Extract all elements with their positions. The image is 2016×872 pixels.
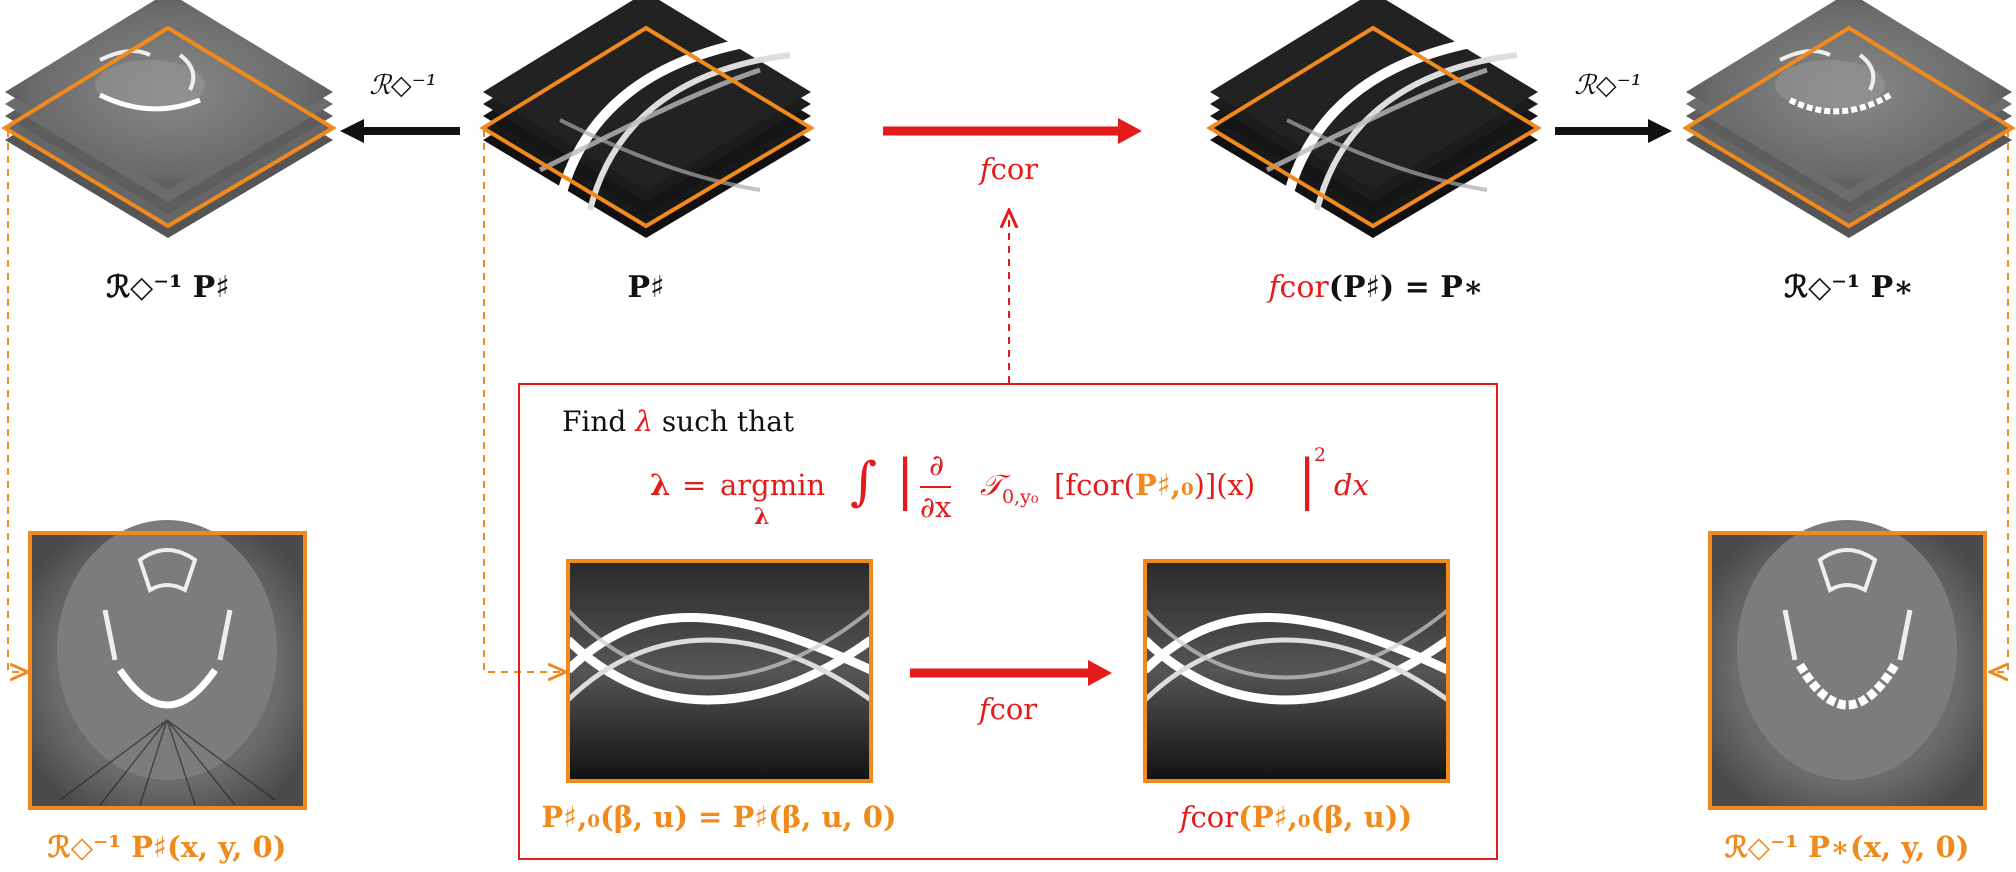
- recon-corrected-stack: [1682, 0, 2016, 238]
- arrow-inverse-left: [340, 119, 460, 143]
- ct-slice-artifact: [28, 520, 307, 810]
- label-sinogram-slice-right: fcor(P♯,₀(β, u)): [1179, 800, 1413, 834]
- dashed-link-right-slice: [1990, 130, 2009, 672]
- label-recon-artifact: ℛ◇⁻¹ P♯: [106, 270, 230, 305]
- label-ct-slice-corrected: ℛ◇⁻¹ P∗(x, y, 0): [1724, 830, 1970, 864]
- arrow-fcor-mid: [910, 660, 1112, 686]
- recon-artifact-stack: [1, 0, 337, 238]
- label-sinogram-slice-left: P♯,₀(β, u) = P♯(β, u, 0): [541, 800, 897, 834]
- ct-slice-corrected: [1708, 520, 1987, 810]
- sinogram-stack: [479, 0, 815, 238]
- lambda-search-box: [518, 383, 1498, 860]
- arrow-fcor-top: [883, 118, 1142, 144]
- lambda-equation: λ = argmin λ ∫ | ∂ ∂x 𝒯 0,y₀ [fcor(P♯,₀)…: [650, 444, 1369, 530]
- corrected-sinogram-stack: [1206, 0, 1542, 238]
- label-inverse-op-right: ℛ◇⁻¹: [1574, 70, 1642, 101]
- dashed-link-left-slice: [7, 130, 28, 672]
- label-ct-slice-artifact: ℛ◇⁻¹ P♯(x, y, 0): [47, 830, 287, 864]
- label-fcor-mid: fcor: [978, 692, 1038, 726]
- arrow-inverse-right: [1555, 119, 1672, 143]
- label-recon-corrected: ℛ◇⁻¹ P∗: [1784, 270, 1914, 305]
- find-lambda-line: Find λ such that: [562, 405, 795, 438]
- label-sinogram-stack: P♯: [627, 270, 665, 305]
- sinogram-slice-right: [1141, 559, 1451, 783]
- label-corrected-stack: fcor(P♯) = P∗: [1268, 270, 1484, 305]
- sinogram-slice-left: [564, 559, 874, 783]
- label-inverse-op-left: ℛ◇⁻¹: [369, 70, 437, 101]
- label-fcor-top: fcor: [979, 152, 1039, 186]
